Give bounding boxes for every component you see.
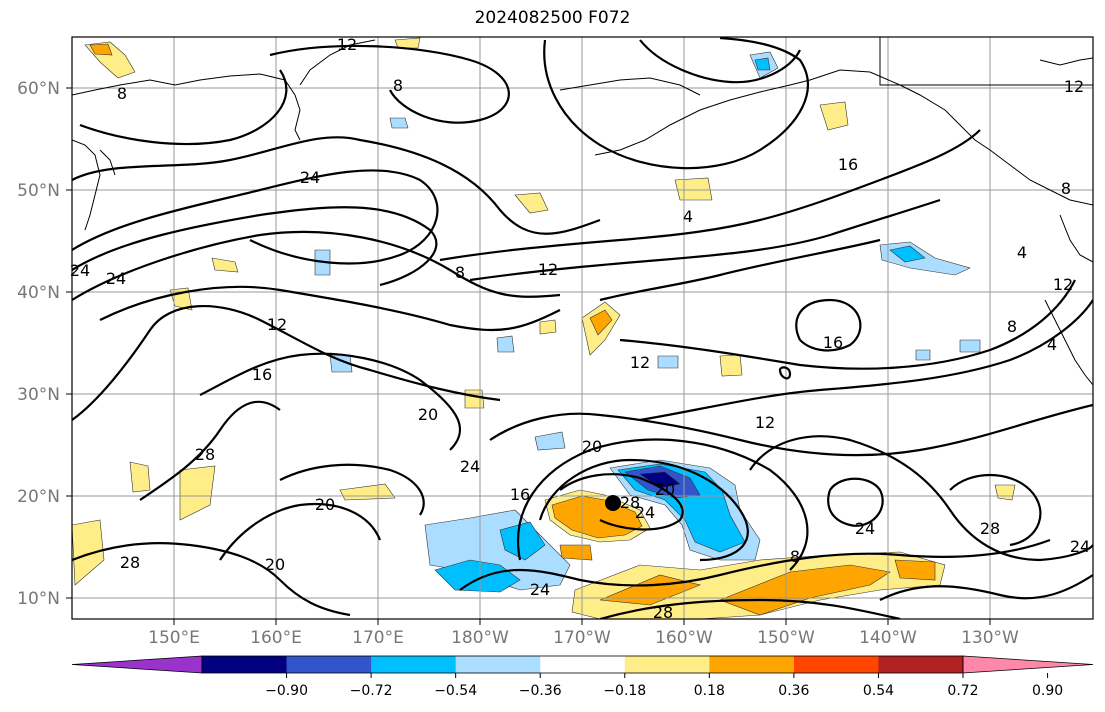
colorbar-segment — [793, 656, 879, 673]
contour-label: 24 — [855, 519, 875, 538]
colorbar-tick-label: −0.18 — [603, 683, 646, 699]
contour-label: 12 — [337, 35, 357, 54]
lon-label: 150°E — [148, 628, 200, 648]
lon-label: 170°W — [553, 628, 611, 648]
lat-label: 50°N — [17, 181, 60, 201]
lon-label: 180°W — [451, 628, 509, 648]
axis-ticks — [66, 87, 991, 625]
contour-label: 12 — [1064, 77, 1084, 96]
contour-label: 12 — [267, 315, 287, 334]
colorbar-segment — [540, 656, 626, 673]
contour-label: 8 — [1061, 179, 1071, 198]
graticule — [72, 37, 1093, 619]
contour-label: 16 — [823, 333, 843, 352]
lon-label: 160°W — [655, 628, 713, 648]
contour-label: 20 — [655, 480, 675, 499]
lat-label: 40°N — [17, 283, 60, 303]
lat-label: 60°N — [17, 79, 60, 99]
contour-label: 16 — [252, 365, 272, 384]
contour-label: 16 — [510, 485, 530, 504]
contour-label: 24 — [1070, 537, 1090, 556]
lat-label: 10°N — [17, 589, 60, 609]
contour-label: 8 — [455, 263, 465, 282]
contour-label: 20 — [315, 495, 335, 514]
contour-label: 4 — [1017, 243, 1027, 262]
colorbar-segment — [455, 656, 541, 673]
contour-label: 24 — [70, 261, 90, 280]
contour-label: 20 — [582, 437, 602, 456]
contour-label: 24 — [460, 457, 480, 476]
contour-label: 28 — [653, 603, 673, 622]
colorbar-segment — [371, 656, 457, 673]
contour-label: 24 — [300, 168, 320, 187]
contour-label: 12 — [1053, 275, 1073, 294]
contour-label: 12 — [538, 260, 558, 279]
colorbar-tick-label: −0.36 — [519, 683, 562, 699]
colorbar-segment — [624, 656, 710, 673]
contour-label: 12 — [630, 353, 650, 372]
colorbar-segment — [709, 656, 795, 673]
contour-label: 24 — [530, 580, 550, 599]
contour-label: 16 — [838, 155, 858, 174]
lon-label: 130°W — [961, 628, 1019, 648]
colorbar-tick-label: −0.54 — [434, 683, 477, 699]
lat-label: 30°N — [17, 385, 60, 405]
lon-label: 150°W — [757, 628, 815, 648]
colorbar-tick-label: 0.36 — [778, 683, 809, 699]
contour-label: 28 — [980, 519, 1000, 538]
colorbar-tick-label: 0.54 — [863, 683, 894, 699]
contour-label: 24 — [635, 503, 655, 522]
contour-label: 20 — [418, 405, 438, 424]
contour-label: 28 — [120, 553, 140, 572]
colorbar-tick-label: 0.72 — [947, 683, 978, 699]
contour-label: 8 — [117, 84, 127, 103]
colorbar-tick-label: −0.90 — [265, 683, 308, 699]
contour-label: 8 — [393, 76, 403, 95]
colorbar-tick-label: 0.18 — [694, 683, 725, 699]
contour-label: 24 — [106, 269, 126, 288]
colorbar-extend-high — [962, 655, 1094, 674]
contour-label: 12 — [755, 413, 775, 432]
colorbar-segment — [202, 656, 288, 673]
latitude-labels: 60°N 50°N 40°N 30°N 20°N 10°N — [17, 79, 60, 609]
colorbar-segment — [878, 656, 964, 673]
colorbar-extend-low — [71, 655, 203, 674]
contour-lines — [72, 37, 1093, 619]
longitude-labels: 150°E 160°E 170°E 180°W 170°W 160°W 150°… — [148, 628, 1019, 648]
contour-label: 28 — [620, 493, 640, 512]
hurricane-center-marker — [605, 495, 621, 511]
coastlines — [72, 37, 1093, 386]
colorbar-tick-label: 0.90 — [1032, 683, 1063, 699]
contour-label: 8 — [790, 547, 800, 566]
lat-label: 20°N — [17, 487, 60, 507]
lon-label: 140°W — [859, 628, 917, 648]
contour-label: 28 — [195, 445, 215, 464]
lon-label: 170°E — [352, 628, 404, 648]
contour-label: 4 — [683, 207, 693, 226]
contour-label: 4 — [1047, 335, 1057, 354]
contour-label: 20 — [265, 555, 285, 574]
contour-labels: 12 8 8 24 24 24 12 16 20 24 28 20 20 28 … — [70, 35, 1090, 622]
colorbar-border — [201, 655, 964, 674]
colorbar-tick-label: −0.72 — [350, 683, 393, 699]
colorbar: −0.90 −0.72 −0.54 −0.36 −0.18 0.18 0.36 0.54 0.7… — [71, 655, 1094, 699]
lon-label: 160°E — [250, 628, 302, 648]
map-title: 2024082500 F072 — [474, 8, 631, 28]
contour-label: 8 — [1007, 317, 1017, 336]
colorbar-segment — [286, 656, 372, 673]
